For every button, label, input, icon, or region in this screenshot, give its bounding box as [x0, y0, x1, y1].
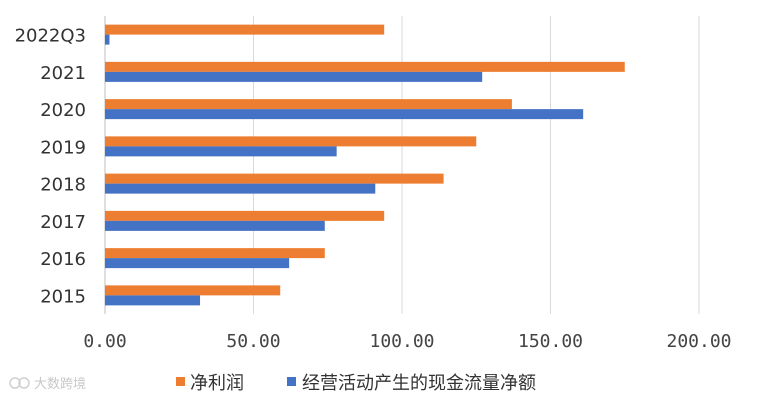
bar-net-profit-2020: [105, 99, 512, 110]
x-tick-label: 200.00: [666, 331, 731, 352]
category-label-2020: 2020: [40, 100, 86, 121]
category-label-2022Q3: 2022Q3: [15, 26, 86, 47]
watermark-logo-icon: [9, 377, 30, 389]
watermark: 大数跨境: [9, 377, 86, 392]
bar-net-profit-2019: [105, 136, 477, 147]
category-labels: 2015 2016 2017 2018 2019 2020 2021 2022Q3: [15, 26, 86, 308]
category-label-2019: 2019: [40, 137, 86, 158]
watermark-text: 大数跨境: [34, 377, 86, 392]
category-label-2017: 2017: [40, 212, 86, 233]
x-tick-label: 150.00: [518, 331, 583, 352]
bars: [105, 24, 625, 306]
bar-net-profit-2018: [105, 173, 444, 184]
x-tick-label: 100.00: [369, 331, 434, 352]
value-axis-labels: 0.00 50.00 100.00 150.00 200.00: [83, 331, 731, 352]
x-tick-label: 50.00: [226, 331, 280, 352]
legend-swatch-net-profit: [176, 377, 185, 386]
category-label-2015: 2015: [40, 286, 86, 307]
category-label-2016: 2016: [40, 249, 86, 270]
bar-operating-cash-flow-2019: [105, 146, 337, 157]
legend-swatch-operating-cash-flow: [287, 377, 296, 386]
bar-operating-cash-flow-2020: [105, 109, 584, 120]
legend: 净利润 经营活动产生的现金流量净额: [176, 373, 536, 394]
gridlines: [253, 16, 700, 314]
bar-net-profit-2021: [105, 61, 625, 72]
bar-net-profit-2016: [105, 248, 325, 259]
bar-operating-cash-flow-2015: [105, 295, 201, 306]
bar-net-profit-2022Q3: [105, 24, 385, 35]
bar-net-profit-2015: [105, 285, 281, 296]
bar-operating-cash-flow-2017: [105, 220, 325, 231]
legend-label-net-profit: 净利润: [190, 373, 244, 394]
bar-operating-cash-flow-2021: [105, 71, 483, 82]
bar-operating-cash-flow-2016: [105, 258, 290, 269]
x-tick-label: 0.00: [83, 331, 126, 352]
category-label-2018: 2018: [40, 175, 86, 196]
bar-operating-cash-flow-2022Q3: [105, 34, 110, 45]
bar-operating-cash-flow-2018: [105, 183, 376, 194]
category-label-2021: 2021: [40, 63, 86, 84]
legend-label-operating-cash-flow: 经营活动产生的现金流量净额: [302, 373, 536, 394]
bar-net-profit-2017: [105, 210, 385, 221]
